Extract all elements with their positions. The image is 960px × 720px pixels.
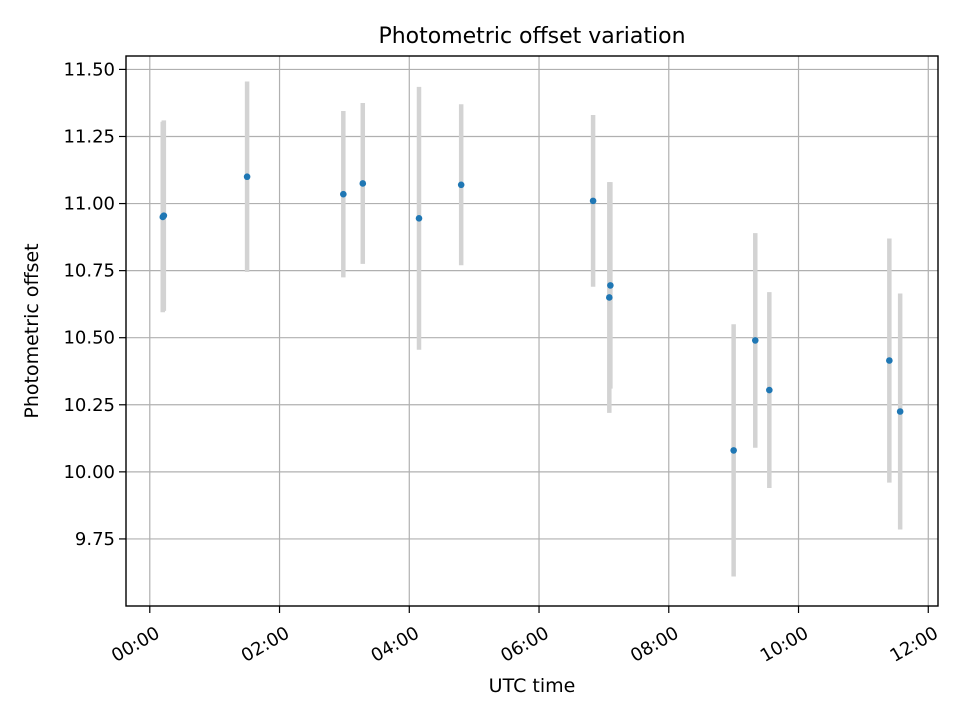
data-point — [606, 294, 613, 301]
data-points — [159, 173, 904, 454]
data-point — [160, 212, 168, 219]
data-point — [751, 337, 759, 344]
plot-frame — [125, 55, 939, 607]
grid — [126, 56, 938, 606]
data-point — [730, 447, 737, 454]
y-axis-label: Photometric offset — [21, 243, 43, 418]
y-tick-label: 10.00 — [63, 462, 115, 483]
data-point — [896, 408, 904, 415]
data-point — [766, 386, 773, 394]
data-point — [359, 180, 367, 187]
y-tick-label: 11.50 — [63, 59, 115, 80]
chart-title: Photometric offset variation — [378, 24, 685, 49]
data-point — [340, 190, 347, 198]
y-axis-ticks: 9.75 10.00 10.25 10.50 10.75 11.00 11.25 11.50 — [63, 59, 126, 550]
y-tick-label: 11.00 — [63, 194, 115, 215]
y-tick-label: 10.75 — [63, 261, 115, 282]
data-point — [457, 181, 465, 189]
x-axis-label: UTC time — [489, 675, 576, 697]
data-point — [589, 197, 597, 205]
y-tick-label: 10.50 — [63, 328, 115, 349]
y-tick-label: 10.25 — [63, 395, 115, 416]
y-tick-label: 9.75 — [75, 529, 115, 550]
y-tick-label: 11.25 — [63, 126, 115, 147]
data-point — [886, 357, 893, 364]
data-point — [415, 215, 423, 222]
data-point — [607, 282, 614, 289]
data-point — [243, 173, 251, 181]
